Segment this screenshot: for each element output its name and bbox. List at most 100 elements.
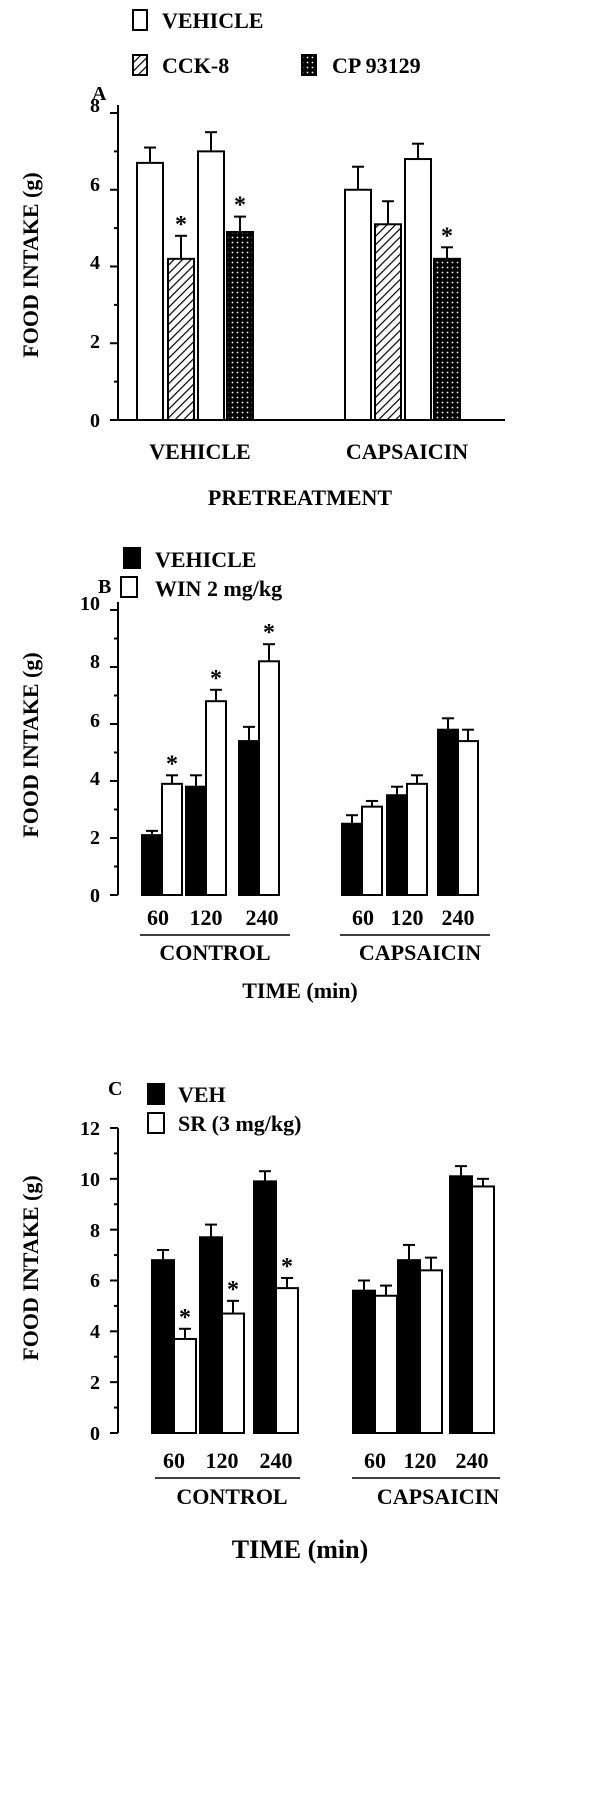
panel-c-label: C [108, 1078, 122, 1100]
y-tick-label: 2 [90, 1372, 100, 1394]
bar-1-0 [161, 782, 183, 896]
y-tick-label: 0 [90, 885, 100, 907]
y-tick-label: 6 [90, 1270, 100, 1292]
significance-marker-1-1: * [210, 666, 222, 692]
significance-marker-1-2: * [263, 620, 275, 646]
bars-b: * * * [141, 620, 479, 897]
panel-c: C VEH SR (3 mg/kg) FOOD INTAKE (g) 0 2 4… [18, 1078, 500, 1564]
bar-0-4 [397, 1259, 421, 1434]
significance-marker-1-0: * [179, 1305, 191, 1331]
bar-1-5 [471, 1185, 495, 1435]
bar-6 [404, 158, 432, 422]
bar-1-2 [258, 660, 280, 896]
significance-marker-1-2: * [281, 1254, 293, 1280]
panel-a-label: A [92, 83, 107, 105]
significance-marker-1-1: * [227, 1277, 239, 1303]
y-tick-label: 12 [80, 1118, 100, 1140]
bar-0 [136, 161, 164, 421]
y-tick-label: 6 [90, 174, 100, 196]
y-axis-label-a: FOOD INTAKE (g) [18, 172, 43, 357]
bar-0-0 [151, 1259, 175, 1434]
bar-0-1 [185, 785, 207, 897]
bar-0-5 [437, 728, 459, 897]
y-tick-label: 10 [80, 1169, 100, 1191]
bar-1 [167, 257, 195, 422]
bar-1-0 [173, 1337, 197, 1435]
y-tick-label: 8 [90, 1220, 100, 1242]
legend-c-swatch-sr [147, 1112, 165, 1134]
y-tick-label: 4 [90, 768, 100, 790]
bar-2 [197, 150, 225, 421]
significance-marker-1: * [175, 212, 187, 238]
time-labels-b: 60 120 240 60 120 240 [147, 905, 475, 930]
panel-b: B VEHICLE WIN 2 mg/kg FOOD INTAKE (g) 0 … [18, 547, 490, 1003]
y-tick-label: 6 [90, 710, 100, 732]
panel-a: A VEHICLE CCK-8 CP 93129 FOOD INTAKE (g)… [18, 8, 505, 510]
bar-0-3 [352, 1289, 376, 1434]
bar-0-1 [199, 1236, 223, 1434]
bar-0-2 [253, 1180, 277, 1434]
time-label: 240 [456, 1448, 489, 1473]
time-label: 60 [147, 905, 169, 930]
y-tick-label: 0 [90, 1423, 100, 1445]
time-label: 120 [391, 905, 424, 930]
y-tick-labels-a: 0 2 4 6 8 [90, 95, 100, 432]
significance-marker-3: * [234, 193, 246, 219]
legend-c-swatch-veh [147, 1083, 165, 1105]
time-label: 120 [404, 1448, 437, 1473]
time-label: 240 [260, 1448, 293, 1473]
bar-0-5 [449, 1175, 473, 1434]
time-label: 60 [163, 1448, 185, 1473]
time-label: 240 [246, 905, 279, 930]
bar-1-3 [361, 805, 383, 897]
y-tick-label: 4 [90, 1321, 100, 1343]
y-tick-label: 0 [90, 410, 100, 432]
bar-4 [344, 188, 372, 421]
y-axis-label-b: FOOD INTAKE (g) [18, 652, 43, 837]
bar-1-4 [419, 1269, 443, 1435]
bar-5 [374, 223, 402, 421]
legend-b-swatch-win [120, 576, 138, 598]
significance-marker-1-0: * [166, 751, 178, 777]
significance-marker-7: * [441, 223, 453, 249]
bar-1-5 [457, 740, 479, 896]
legend-b-label-win: WIN 2 mg/kg [155, 576, 282, 601]
bar-0-2 [238, 740, 260, 896]
x-tick-label-vehicle: VEHICLE [149, 439, 250, 464]
x-axis-label-b: TIME (min) [242, 978, 358, 1003]
legend-a-label-cck8: CCK-8 [162, 53, 229, 78]
y-ticks-b [110, 609, 118, 896]
time-label: 120 [190, 905, 223, 930]
time-label: 240 [442, 905, 475, 930]
legend-a-swatch-vehicle [132, 9, 148, 31]
x-axis-label-c: TIME (min) [232, 1535, 369, 1564]
group-label-control-c: CONTROL [176, 1484, 287, 1509]
y-tick-labels-b: 0 2 4 6 8 10 [80, 593, 100, 907]
group-label-capsaicin-c: CAPSAICIN [377, 1484, 499, 1509]
legend-a-swatch-cck8 [132, 54, 148, 76]
time-label: 120 [206, 1448, 239, 1473]
bar-1-3 [374, 1294, 398, 1434]
y-tick-label: 4 [90, 252, 100, 274]
bar-0-0 [141, 834, 163, 897]
y-axis-label-c: FOOD INTAKE (g) [18, 1175, 43, 1360]
time-label: 60 [352, 905, 374, 930]
group-label-capsaicin-b: CAPSAICIN [359, 940, 481, 965]
legend-a-label-cp93129: CP 93129 [332, 53, 421, 78]
time-labels-c: 60 120 240 60 120 240 [163, 1448, 489, 1473]
bar-1-1 [221, 1312, 245, 1434]
y-tick-label: 8 [90, 95, 100, 117]
y-tick-label: 10 [80, 593, 100, 615]
time-label: 60 [364, 1448, 386, 1473]
legend-c-label-veh: VEH [178, 1082, 226, 1107]
bar-7 [433, 257, 461, 422]
y-tick-label: 8 [90, 651, 100, 673]
bar-0-3 [341, 822, 363, 896]
y-ticks-c [110, 1127, 118, 1434]
legend-c-label-sr: SR (3 mg/kg) [178, 1111, 301, 1136]
x-tick-label-capsaicin: CAPSAICIN [346, 439, 468, 464]
legend-b-label-vehicle: VEHICLE [155, 547, 256, 572]
bar-0-4 [386, 794, 408, 896]
legend-a-swatch-cp93129 [301, 54, 317, 76]
